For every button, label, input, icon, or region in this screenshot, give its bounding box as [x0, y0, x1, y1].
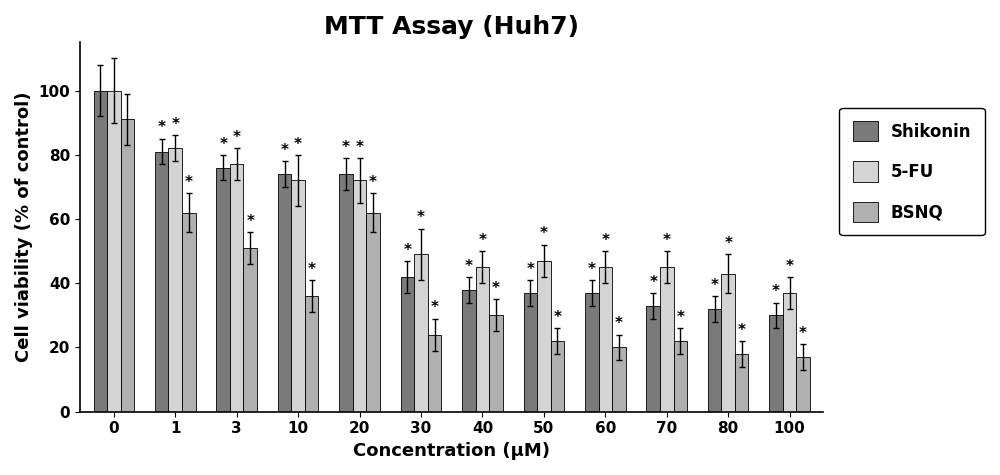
Bar — [646, 306, 660, 412]
Bar — [339, 174, 353, 412]
Text: *: * — [711, 278, 719, 293]
Text: *: * — [369, 175, 377, 190]
Text: *: * — [431, 300, 439, 315]
Text: *: * — [615, 316, 623, 332]
Text: *: * — [233, 130, 241, 145]
Text: *: * — [492, 281, 500, 296]
Text: *: * — [219, 136, 227, 152]
Text: *: * — [478, 233, 486, 248]
Bar — [428, 334, 441, 412]
Text: *: * — [663, 233, 671, 248]
Text: *: * — [356, 140, 364, 155]
Bar — [243, 248, 257, 412]
Bar — [524, 293, 537, 412]
Bar — [94, 91, 107, 412]
Text: *: * — [772, 285, 780, 299]
Bar — [783, 293, 796, 412]
Bar — [551, 341, 564, 412]
Text: *: * — [799, 326, 807, 341]
Bar — [155, 152, 168, 412]
Text: *: * — [246, 214, 254, 228]
Bar — [585, 293, 599, 412]
Bar — [366, 213, 380, 412]
Text: *: * — [308, 262, 316, 277]
Bar — [168, 148, 182, 412]
Text: *: * — [185, 175, 193, 190]
Text: *: * — [553, 310, 561, 325]
Legend: Shikonin, 5-FU, BSNQ: Shikonin, 5-FU, BSNQ — [839, 108, 985, 236]
Bar — [660, 267, 674, 412]
Text: *: * — [724, 236, 732, 251]
Text: *: * — [676, 310, 684, 325]
Text: *: * — [403, 243, 411, 257]
Text: *: * — [738, 323, 746, 338]
X-axis label: Concentration (μM): Concentration (μM) — [353, 442, 550, 460]
Bar — [796, 357, 810, 412]
Text: *: * — [540, 227, 548, 241]
Bar — [674, 341, 687, 412]
Bar — [599, 267, 612, 412]
Text: *: * — [281, 143, 289, 158]
Bar — [414, 254, 428, 412]
Bar — [107, 91, 121, 412]
Bar — [230, 164, 243, 412]
Bar — [353, 180, 366, 412]
Bar — [537, 261, 551, 412]
Bar — [182, 213, 196, 412]
Text: *: * — [171, 117, 179, 132]
Bar — [278, 174, 291, 412]
Text: *: * — [342, 140, 350, 155]
Text: *: * — [786, 258, 794, 274]
Bar — [721, 274, 735, 412]
Bar — [305, 296, 318, 412]
Bar — [489, 315, 503, 412]
Bar — [291, 180, 305, 412]
Bar — [708, 309, 721, 412]
Bar — [216, 168, 230, 412]
Text: *: * — [417, 210, 425, 226]
Y-axis label: Cell viability (% of control): Cell viability (% of control) — [15, 92, 33, 362]
Bar — [401, 277, 414, 412]
Bar — [121, 119, 134, 412]
Text: *: * — [158, 121, 166, 135]
Text: *: * — [588, 262, 596, 277]
Title: MTT Assay (Huh7): MTT Assay (Huh7) — [324, 15, 579, 39]
Bar — [735, 354, 748, 412]
Text: *: * — [526, 262, 534, 277]
Bar — [462, 290, 476, 412]
Bar — [769, 315, 783, 412]
Bar — [612, 348, 626, 412]
Text: *: * — [649, 275, 657, 290]
Bar — [476, 267, 489, 412]
Text: *: * — [294, 136, 302, 152]
Text: *: * — [601, 233, 609, 248]
Text: *: * — [465, 258, 473, 274]
